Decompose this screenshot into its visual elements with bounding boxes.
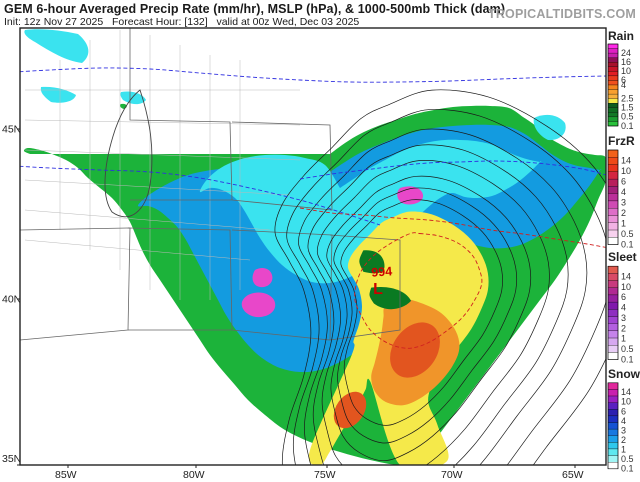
svg-text:Rain: Rain <box>608 29 634 43</box>
svg-text:4: 4 <box>621 187 626 197</box>
svg-text:4: 4 <box>621 80 626 90</box>
svg-text:45N: 45N <box>2 124 21 136</box>
svg-text:0.1: 0.1 <box>621 464 634 474</box>
svg-text:2: 2 <box>621 435 626 445</box>
svg-text:6: 6 <box>621 176 626 186</box>
svg-text:65W: 65W <box>562 469 584 481</box>
svg-text:3: 3 <box>621 313 626 323</box>
svg-text:6: 6 <box>621 292 626 302</box>
svg-text:14: 14 <box>621 271 631 281</box>
svg-text:0.5: 0.5 <box>621 454 634 464</box>
svg-text:0.1: 0.1 <box>621 354 634 364</box>
svg-text:14: 14 <box>621 155 631 165</box>
svg-text:6: 6 <box>621 406 626 416</box>
svg-text:80W: 80W <box>183 469 205 481</box>
svg-text:0.1: 0.1 <box>621 239 634 249</box>
svg-text:FrzR: FrzR <box>608 134 635 148</box>
svg-text:70W: 70W <box>441 469 463 481</box>
svg-text:75W: 75W <box>314 469 336 481</box>
svg-text:3: 3 <box>621 425 626 435</box>
svg-text:85W: 85W <box>55 469 77 481</box>
svg-text:994: 994 <box>371 264 393 279</box>
svg-text:14: 14 <box>621 387 631 397</box>
svg-text:40N: 40N <box>2 294 21 306</box>
svg-text:3: 3 <box>621 197 626 207</box>
svg-text:1: 1 <box>621 445 626 455</box>
svg-text:1: 1 <box>621 334 626 344</box>
svg-text:35N: 35N <box>2 453 21 465</box>
svg-text:10: 10 <box>621 282 631 292</box>
svg-text:L: L <box>373 281 383 298</box>
svg-text:4: 4 <box>621 416 626 426</box>
svg-text:0.1: 0.1 <box>621 121 634 131</box>
svg-text:10: 10 <box>621 166 631 176</box>
svg-text:Sleet: Sleet <box>608 250 637 264</box>
svg-text:Snow: Snow <box>608 367 640 381</box>
svg-text:4: 4 <box>621 303 626 313</box>
svg-text:10: 10 <box>621 397 631 407</box>
svg-text:2: 2 <box>621 208 626 218</box>
svg-text:1: 1 <box>621 218 626 228</box>
svg-text:0.5: 0.5 <box>621 344 634 354</box>
svg-text:0.5: 0.5 <box>621 229 634 239</box>
svg-text:2: 2 <box>621 323 626 333</box>
